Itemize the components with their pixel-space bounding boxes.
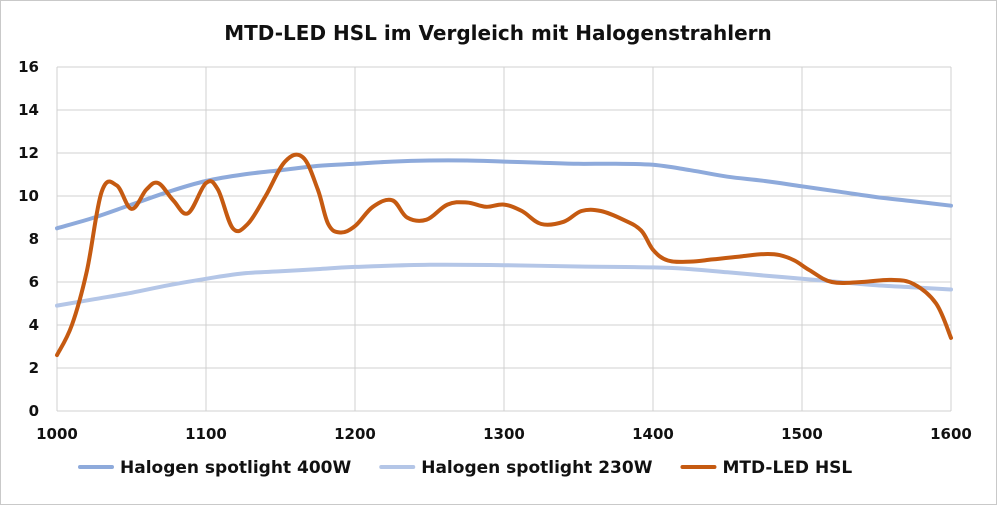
- y-tick-label: 4: [29, 316, 39, 334]
- x-tick-label: 1100: [185, 425, 227, 443]
- legend-label-halogen-spotlight-400w: Halogen spotlight 400W: [120, 458, 351, 478]
- axes: 0 2 4 6 8 10 12 14 16 1000 1100 1200 1300 1400 1500 160…: [18, 58, 972, 443]
- x-tick-label: 1400: [632, 425, 674, 443]
- legend-label-mtd-led-hsl: MTD-LED HSL: [722, 458, 852, 478]
- x-tick-label: 1000: [36, 425, 78, 443]
- x-tick-label: 1600: [930, 425, 972, 443]
- y-tick-label: 2: [29, 359, 39, 377]
- y-tick-label: 14: [18, 101, 39, 119]
- x-tick-label: 1300: [483, 425, 525, 443]
- chart-title: MTD-LED HSL im Vergleich mit Halogenstra…: [224, 21, 772, 45]
- legend-label-halogen-spotlight-230w: Halogen spotlight 230W: [421, 458, 652, 478]
- y-tick-label: 16: [18, 58, 39, 76]
- x-tick-label: 1200: [334, 425, 376, 443]
- y-tick-label: 0: [29, 402, 39, 420]
- legend: Halogen spotlight 400W Halogen spotlight …: [78, 458, 852, 478]
- y-tick-label: 10: [18, 187, 39, 205]
- y-tick-label: 6: [29, 273, 39, 291]
- x-tick-label: 1500: [781, 425, 823, 443]
- y-tick-label: 8: [29, 230, 39, 248]
- series-lines: [55, 152, 953, 358]
- y-tick-label: 12: [18, 144, 39, 162]
- series-line-mtd-led-hsl: [55, 152, 953, 358]
- grid: [56, 66, 952, 412]
